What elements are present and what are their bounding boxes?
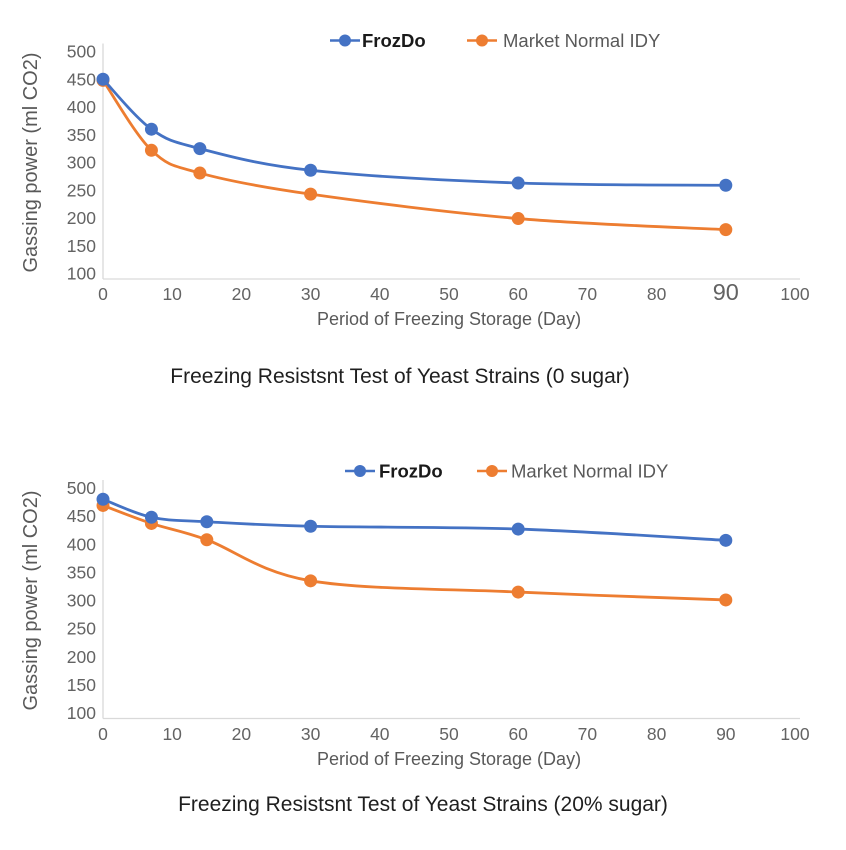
x-tick-label: 40 <box>370 284 390 304</box>
x-tick-label: 30 <box>301 284 321 304</box>
legend-label-market-normal-idy: Market Normal IDY <box>503 30 660 51</box>
chart-20-sugar-title: Freezing Resistsnt Test of Yeast Strains… <box>178 793 668 816</box>
series-marker-market-normal-idy <box>719 593 733 607</box>
y-tick-label: 350 <box>67 125 96 145</box>
series-marker-market-normal-idy <box>200 533 214 547</box>
x-tick-label: 70 <box>578 724 598 744</box>
y-tick-label: 450 <box>67 69 96 89</box>
series-marker-frozdo <box>719 533 733 547</box>
y-tick-label: 250 <box>67 180 96 200</box>
y-tick-label: 500 <box>67 42 96 62</box>
legend-marker-frozdo <box>354 465 366 477</box>
series-marker-frozdo <box>96 492 110 506</box>
x-tick-label: 50 <box>439 284 459 304</box>
x-tick-label: 70 <box>578 284 598 304</box>
chart-20-sugar: 100 150 200 250 300 350 400 450 500 0 10 20 30 40 50 60… <box>0 430 846 817</box>
x-tick-label: 0 <box>98 724 108 744</box>
y-axis-title: Gassing power (ml CO2) <box>20 52 42 272</box>
x-tick-label: 60 <box>508 724 528 744</box>
chart-0-sugar: 100 150 200 250 300 350 400 450 500 0 10 20 30 40 50 60… <box>0 0 846 389</box>
chart-20-sugar-canvas: 100 150 200 250 300 350 400 450 500 0 10 20 30 40 50 60… <box>20 461 810 770</box>
y-tick-label: 150 <box>67 236 96 256</box>
chart-0-sugar-canvas: 100 150 200 250 300 350 400 450 500 0 10 20 30 40 50 60… <box>20 30 810 329</box>
series-marker-frozdo <box>511 176 525 190</box>
series-marker-market-normal-idy <box>193 166 207 180</box>
series-marker-frozdo <box>144 510 158 524</box>
y-tick-label: 200 <box>67 208 96 228</box>
x-tick-label: 10 <box>162 284 182 304</box>
y-tick-label: 300 <box>67 591 96 611</box>
series-marker-market-normal-idy <box>719 223 733 237</box>
y-axis-title: Gassing power (ml CO2) <box>20 490 42 710</box>
series-line-market-normal-idy <box>101 504 728 602</box>
x-tick-label: 80 <box>647 724 667 744</box>
series-marker-frozdo <box>511 522 525 536</box>
yeast-freezing-charts-page: 100 150 200 250 300 350 400 450 500 0 10 20 30 40 50 60… <box>0 0 846 817</box>
y-tick-label: 400 <box>67 534 96 554</box>
y-tick-label: 200 <box>67 647 96 667</box>
x-tick-label: 90 <box>716 724 736 744</box>
x-tick-label: 20 <box>232 724 252 744</box>
legend-label-market-normal-idy: Market Normal IDY <box>511 461 668 482</box>
y-tick-label: 250 <box>67 619 96 639</box>
legend-marker-market-normal-idy <box>476 34 488 47</box>
series-marker-frozdo <box>304 163 318 177</box>
series-marker-frozdo <box>200 515 214 529</box>
y-tick-label: 350 <box>67 562 96 582</box>
x-axis-title: Period of Freezing Storage (Day) <box>317 309 581 329</box>
y-tick-label: 400 <box>67 97 96 117</box>
chart-0-sugar-title: Freezing Resistsnt Test of Yeast Strains… <box>170 365 630 388</box>
series-marker-market-normal-idy <box>511 212 525 226</box>
legend-marker-frozdo <box>339 34 351 47</box>
x-tick-label: 40 <box>370 724 390 744</box>
legend-marker-market-normal-idy <box>486 465 498 477</box>
x-tick-label: 90 <box>713 279 739 305</box>
x-tick-label: 50 <box>439 724 459 744</box>
series-line-frozdo <box>101 497 728 542</box>
series-marker-frozdo <box>193 142 207 156</box>
series-marker-frozdo <box>304 519 318 533</box>
series-marker-market-normal-idy <box>511 585 525 599</box>
x-tick-label: 10 <box>162 724 182 744</box>
y-tick-label: 300 <box>67 153 96 173</box>
series-line-market-normal-idy <box>101 78 728 232</box>
y-tick-label: 150 <box>67 675 96 695</box>
y-tick-label: 100 <box>67 703 96 723</box>
x-tick-label: 20 <box>232 284 252 304</box>
y-tick-label: 450 <box>67 506 96 526</box>
legend-label-frozdo: FrozDo <box>362 30 426 51</box>
series-marker-market-normal-idy <box>304 574 318 588</box>
series-marker-frozdo <box>719 178 733 192</box>
y-tick-label: 500 <box>67 478 96 498</box>
x-tick-label: 80 <box>647 284 667 304</box>
x-tick-label: 30 <box>301 724 321 744</box>
x-tick-label: 100 <box>780 284 809 304</box>
x-tick-label: 0 <box>98 284 108 304</box>
y-tick-label: 100 <box>67 264 96 284</box>
series-marker-market-normal-idy <box>144 143 158 157</box>
legend-label-frozdo: FrozDo <box>379 461 443 482</box>
series-marker-frozdo <box>144 122 158 136</box>
x-tick-label: 60 <box>508 284 528 304</box>
x-axis-title: Period of Freezing Storage (Day) <box>317 749 581 769</box>
series-marker-frozdo <box>96 72 110 86</box>
series-marker-market-normal-idy <box>304 187 318 201</box>
x-tick-label: 100 <box>780 724 809 744</box>
